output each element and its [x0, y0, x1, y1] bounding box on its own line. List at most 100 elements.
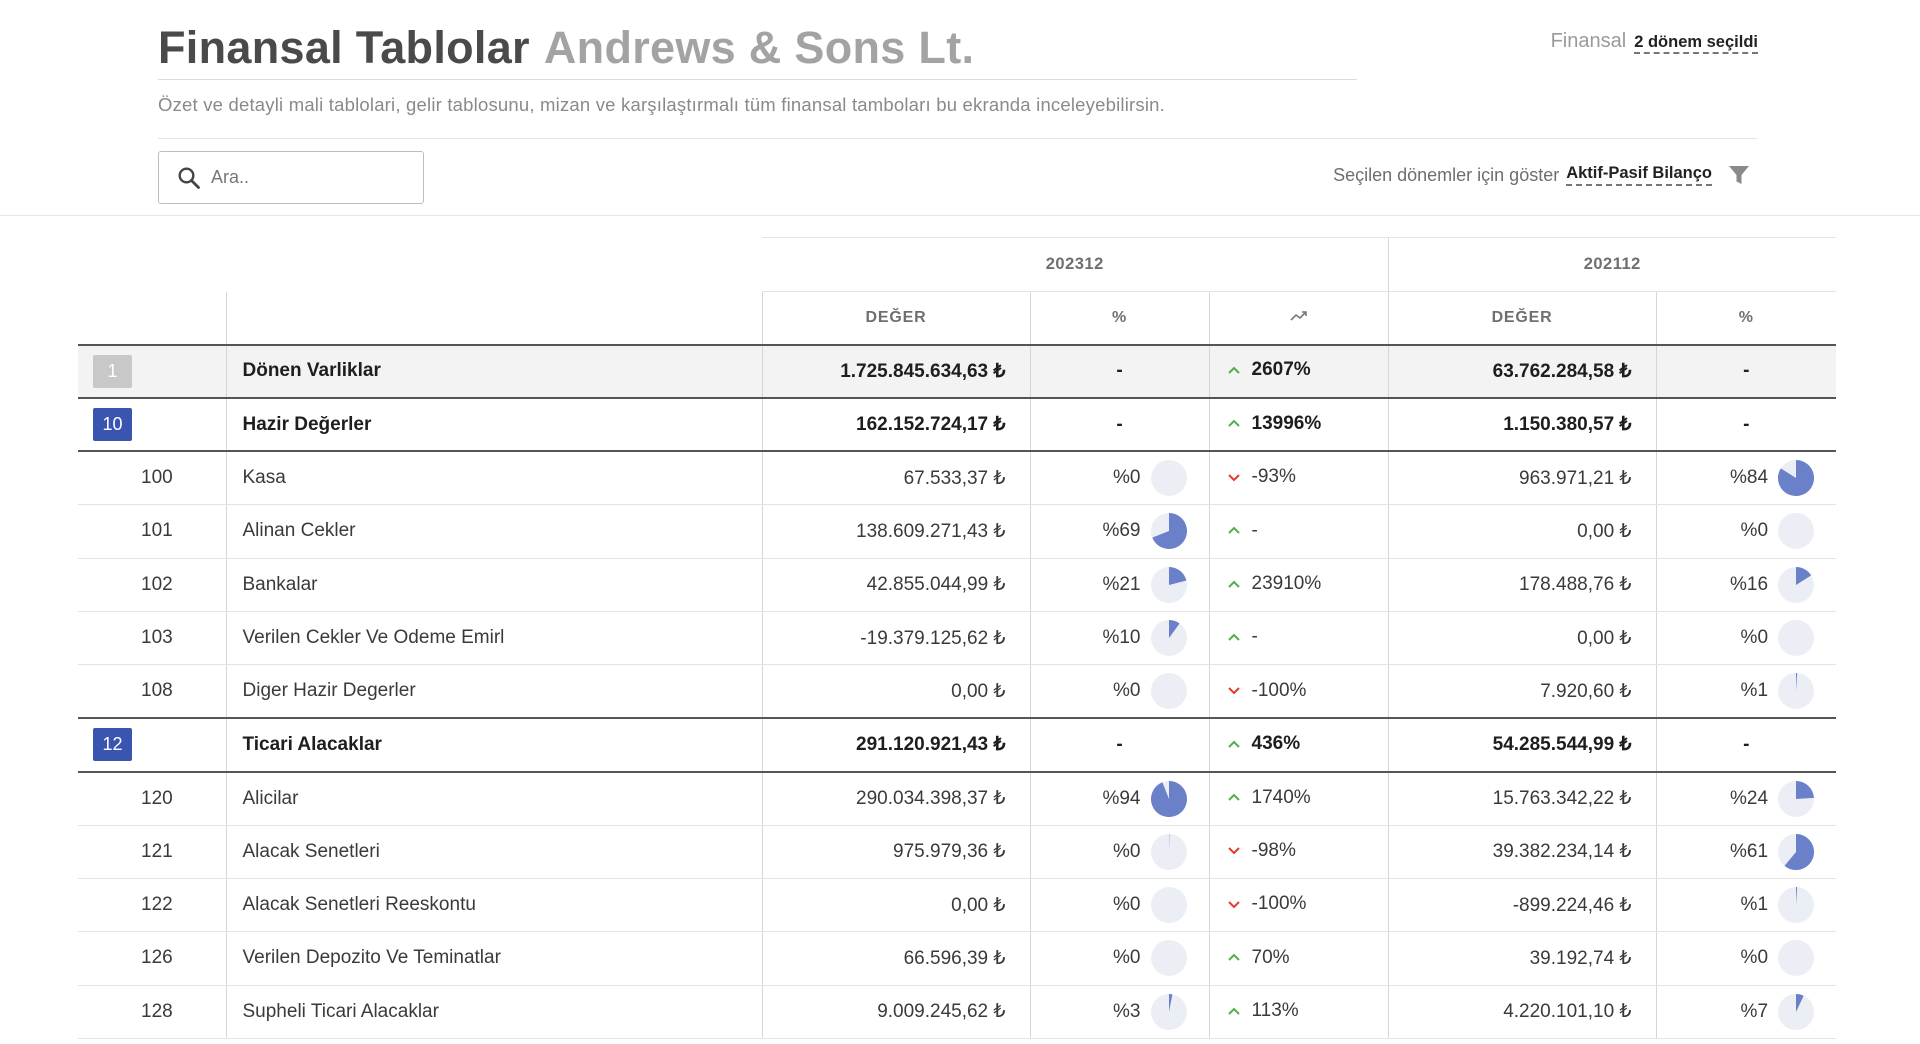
- chevron-down-icon: [1227, 474, 1240, 482]
- percent-cell-1: %0: [1029, 664, 1209, 720]
- value-cell-1: 975.979,36 ₺: [761, 825, 1030, 879]
- period-header-1: 202312: [762, 237, 1389, 292]
- table-row[interactable]: 100 Kasa 67.533,37 ₺ %0 -93% 963.971,21 ₺ %84: [78, 451, 1837, 506]
- value-cell-2: 963.971,21 ₺: [1387, 451, 1657, 506]
- account-name: Verilen Depozito Ve Teminatlar: [225, 931, 762, 986]
- pie-chart-icon: [1150, 673, 1187, 710]
- change-cell: 113%: [1208, 985, 1389, 1040]
- group-row[interactable]: 1 Dönen Varliklar 1.725.845.634,63 ₺ -2607%…: [78, 344, 1837, 399]
- value-cell-2: 54.285.544,99 ₺: [1387, 718, 1657, 773]
- percent-cell-2: -: [1655, 718, 1837, 773]
- value-cell-2: 1.150.380,57 ₺: [1387, 397, 1657, 453]
- code-cell: 1: [78, 344, 226, 399]
- percent-cell-1: %21: [1029, 558, 1209, 612]
- percent-cell-1: %69: [1029, 504, 1209, 559]
- percent-cell-2: %16: [1655, 558, 1837, 612]
- code-column-header: [78, 291, 226, 346]
- percent-cell-1: %0: [1029, 931, 1209, 986]
- percent-value-1: %94: [1102, 787, 1141, 809]
- value-cell-1: 0,00 ₺: [761, 878, 1030, 933]
- value-cell-2: 39.192,74 ₺: [1387, 931, 1657, 986]
- group-code-badge[interactable]: 10: [93, 408, 132, 442]
- filter-icon[interactable]: [1728, 164, 1750, 186]
- percent-cell-2: -: [1655, 344, 1837, 399]
- chevron-up-icon: [1227, 740, 1240, 748]
- percent-cell-1: -: [1029, 397, 1209, 453]
- account-code: 102: [78, 558, 226, 612]
- table-row[interactable]: 121 Alacak Senetleri 975.979,36 ₺ %0 -98% 39.…: [78, 825, 1837, 879]
- account-name: Diger Hazir Degerler: [225, 664, 762, 720]
- group-code-badge[interactable]: 1: [93, 354, 132, 388]
- change-cell: -93%: [1208, 451, 1389, 506]
- search-box[interactable]: [158, 151, 424, 204]
- search-input[interactable]: [211, 167, 411, 188]
- change-cell: 70%: [1208, 931, 1389, 986]
- percent-cell-2: %0: [1655, 611, 1837, 666]
- chevron-up-icon: [1227, 953, 1240, 961]
- group-code-badge[interactable]: 12: [93, 728, 132, 762]
- percent-cell-1: %10: [1029, 611, 1209, 666]
- change-cell: -: [1208, 611, 1389, 666]
- value-cell-2: 4.220.101,10 ₺: [1387, 985, 1657, 1040]
- percent-cell-1: %3: [1029, 985, 1209, 1040]
- period-selection-link[interactable]: 2 dönem seçildi: [1634, 33, 1758, 54]
- trend-column-header: [1208, 291, 1389, 346]
- pie-chart-icon: [1150, 887, 1187, 924]
- percent-cell-1: %0: [1029, 825, 1209, 879]
- percent-value-2: %16: [1729, 573, 1769, 595]
- percent-cell-2: %1: [1655, 664, 1837, 720]
- view-type-link[interactable]: Aktif-Pasif Bilanço: [1566, 164, 1712, 186]
- change-value: 23910%: [1251, 573, 1322, 594]
- table-row[interactable]: 103 Verilen Cekler Ve Odeme Emirl -19.379.…: [78, 611, 1837, 666]
- table-row[interactable]: 102 Bankalar 42.855.044,99 ₺ %21 23910% 178.4…: [78, 558, 1837, 612]
- page-header: Finansal Tablolar Andrews & Sons Lt. Özet…: [0, 0, 1920, 216]
- account-name: Alacak Senetleri: [225, 825, 762, 879]
- percent-cell-1: %0: [1029, 451, 1209, 506]
- title-divider: [158, 79, 1357, 80]
- value-cell-1: 0,00 ₺: [761, 664, 1030, 720]
- change-value: -93%: [1251, 466, 1296, 488]
- change-value: 436%: [1251, 733, 1301, 755]
- table-row[interactable]: 122 Alacak Senetleri Reeskontu 0,00 ₺ %0 -10…: [78, 878, 1837, 933]
- account-code: 100: [78, 451, 226, 506]
- pie-chart-icon: [1778, 460, 1815, 497]
- subtitle-divider: [158, 138, 1757, 139]
- percent-value-2: %7: [1740, 1000, 1769, 1022]
- change-cell: 23910%: [1208, 558, 1389, 612]
- page-subtitle: Özet ve detayli mali tablolari, gelir ta…: [158, 94, 1165, 115]
- page-title: Finansal Tablolar Andrews & Sons Lt.: [158, 22, 974, 74]
- account-name: Bankalar: [225, 558, 762, 612]
- trend-chart-icon: [1289, 310, 1307, 321]
- change-cell: -: [1208, 504, 1389, 559]
- pie-chart-icon: [1150, 833, 1187, 870]
- group-row[interactable]: 10 Hazir Değerler 162.152.724,17 ₺ -13996% 1…: [78, 397, 1837, 453]
- value-cell-1: 162.152.724,17 ₺: [761, 397, 1030, 453]
- change-value: 70%: [1251, 946, 1290, 968]
- group-row[interactable]: 12 Ticari Alacaklar 291.120.921,43 ₺ -436% 5…: [78, 718, 1837, 773]
- table-row[interactable]: 108 Diger Hazir Degerler 0,00 ₺ %0 -100% 7.92…: [78, 664, 1837, 720]
- table-row[interactable]: 128 Supheli Ticari Alacaklar 9.009.245,62 …: [78, 985, 1837, 1040]
- table-body: 1 Dönen Varliklar 1.725.845.634,63 ₺ -2607%…: [78, 344, 1837, 1040]
- pie-chart-icon: [1150, 513, 1187, 550]
- table-row[interactable]: 120 Alicilar 290.034.398,37 ₺ %94 1740% 15.76…: [78, 771, 1837, 826]
- financial-table-container: 202312 202112 DEĞER % DEĞER % 1 Dönen Var…: [78, 237, 1837, 1040]
- pie-chart-icon: [1150, 566, 1187, 603]
- pie-chart-icon: [1778, 833, 1815, 870]
- pie-chart-icon: [1150, 620, 1187, 657]
- view-label: Seçilen dönemler için göster: [1333, 164, 1560, 185]
- pie-chart-icon: [1778, 620, 1815, 657]
- change-value: -: [1251, 626, 1258, 648]
- percent-cell-2: %24: [1655, 771, 1837, 826]
- pie-chart-icon: [1778, 566, 1815, 603]
- column-header-row: DEĞER % DEĞER %: [78, 291, 1837, 346]
- table-row[interactable]: 126 Verilen Depozito Ve Teminatlar 66.596,…: [78, 931, 1837, 986]
- percent-cell-2: %1: [1655, 878, 1837, 933]
- company-name: Andrews & Sons Lt.: [543, 22, 975, 73]
- table-row[interactable]: 101 Alinan Cekler 138.609.271,43 ₺ %69 - 0,00…: [78, 504, 1837, 559]
- percent-value-2: %24: [1729, 787, 1769, 809]
- account-code: 126: [78, 931, 226, 986]
- code-cell: 12: [78, 718, 226, 773]
- change-value: 1740%: [1251, 786, 1311, 808]
- account-code: 101: [78, 504, 226, 559]
- finansal-label: Finansal: [1550, 30, 1627, 52]
